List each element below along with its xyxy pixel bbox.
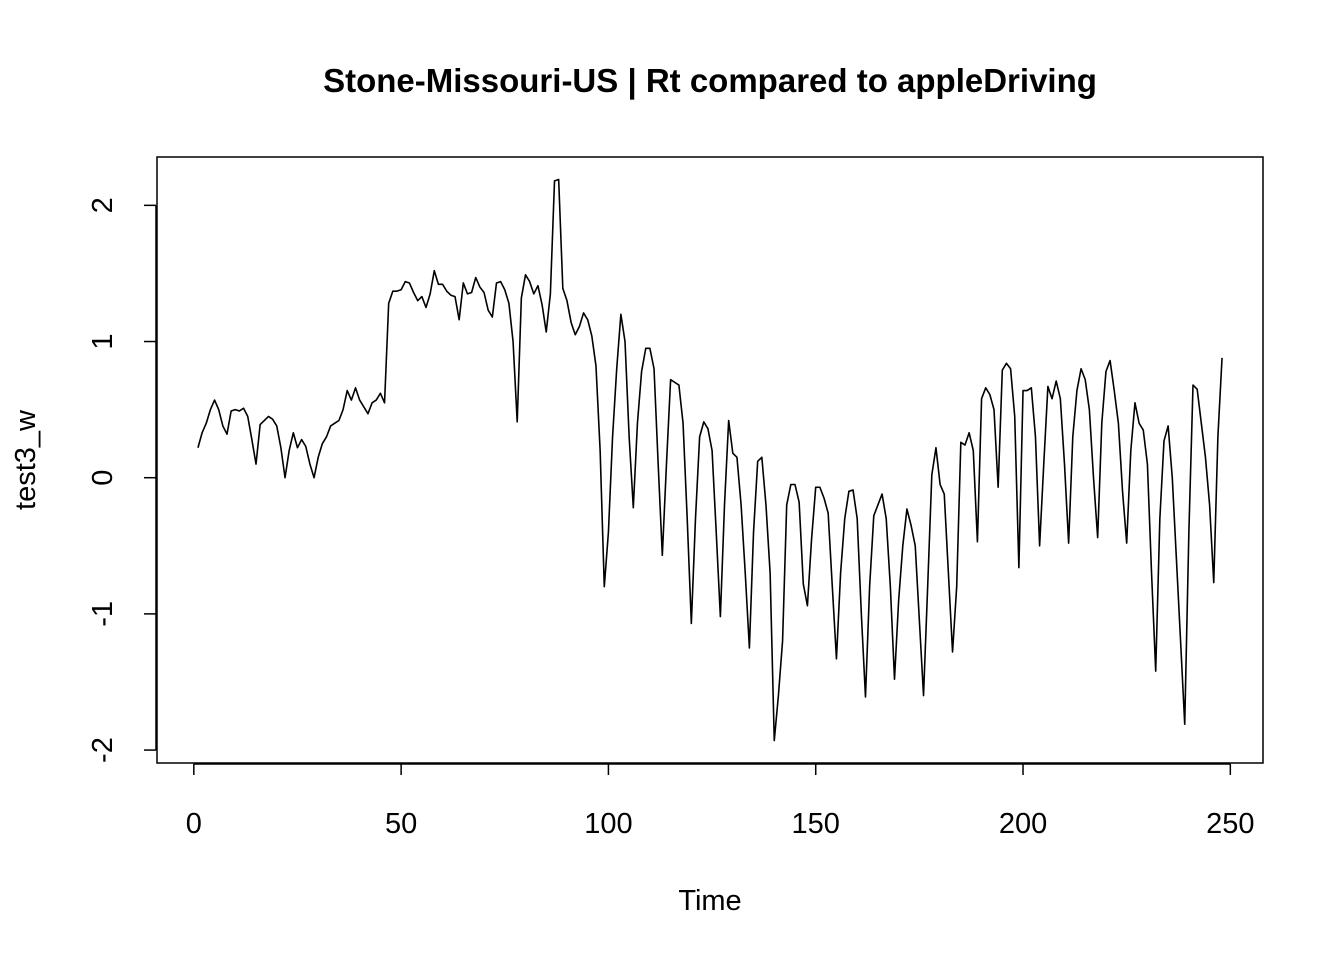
x-tick-label: 200: [999, 808, 1047, 840]
chart-title: Stone-Missouri-US | Rt compared to apple…: [323, 62, 1097, 99]
y-tick-label: 2: [87, 197, 119, 213]
data-line: [197, 178, 1223, 742]
x-axis-label: Time: [678, 885, 741, 917]
x-tick-label: 150: [792, 808, 840, 840]
x-tick-label: 100: [584, 808, 632, 840]
y-tick-label: -1: [87, 601, 119, 627]
y-tick-label: 0: [87, 470, 119, 486]
x-tick-label: 250: [1206, 808, 1254, 840]
x-tick-label: 0: [186, 808, 202, 840]
y-axis-label: test3_w: [10, 409, 42, 510]
x-tick-label: 50: [385, 808, 417, 840]
plot-box: [156, 156, 1264, 764]
y-tick-label: -2: [87, 737, 119, 763]
y-tick-label: 1: [87, 333, 119, 349]
